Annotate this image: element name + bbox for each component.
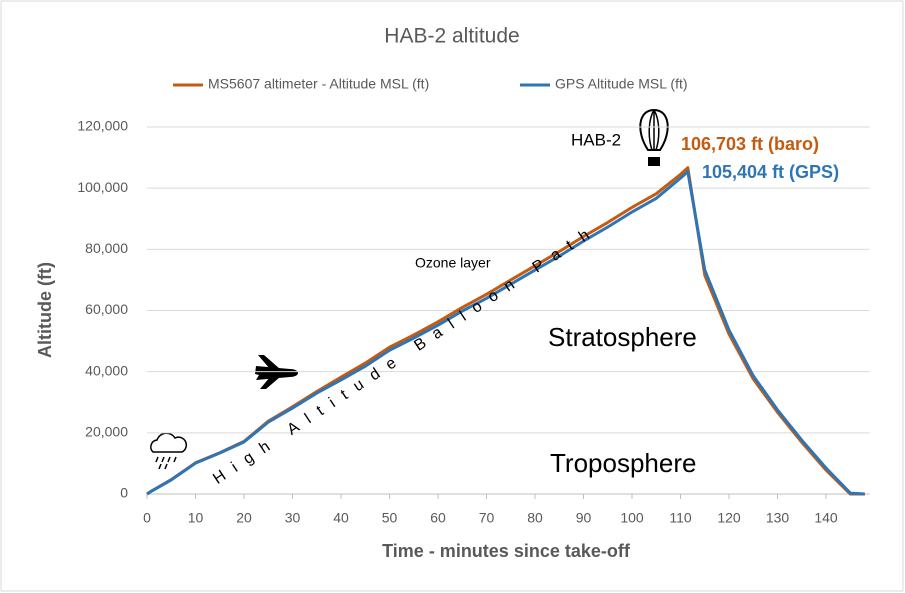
series-line — [146, 170, 865, 496]
y-tick-label: 80,000 — [85, 240, 128, 256]
x-tick-label: 130 — [766, 510, 790, 526]
x-tick-label: 40 — [333, 510, 349, 526]
x-axis-label: Time - minutes since take-off — [382, 541, 631, 561]
x-tick-label: 80 — [527, 510, 543, 526]
annotation: HAB-2 — [571, 130, 621, 149]
annotation: Ozone layer — [415, 255, 491, 271]
y-axis-label: Altitude (ft) — [35, 262, 55, 358]
annotation: 105,404 ft (GPS) — [702, 162, 839, 182]
annotation: Stratosphere — [548, 322, 697, 352]
x-tick-label: 30 — [285, 510, 301, 526]
x-tick-label: 60 — [430, 510, 446, 526]
x-tick-label: 140 — [814, 510, 838, 526]
plane-icon — [255, 355, 298, 389]
chart-title: HAB-2 altitude — [384, 25, 519, 48]
y-tick-label: 60,000 — [85, 301, 128, 317]
x-tick-label: 10 — [188, 510, 204, 526]
x-tick-label: 50 — [382, 510, 398, 526]
x-tick-label: 20 — [236, 510, 252, 526]
x-tick-label: 70 — [479, 510, 495, 526]
legend-label: GPS Altitude MSL (ft) — [555, 76, 688, 92]
cloud-icon — [150, 432, 188, 470]
x-tick-label: 100 — [620, 510, 644, 526]
y-tick-label: 20,000 — [85, 424, 128, 440]
balloon-icon — [639, 108, 669, 166]
legend-label: MS5607 altimeter - Altitude MSL (ft) — [208, 76, 429, 92]
y-tick-label: 0 — [120, 485, 128, 501]
y-tick-label: 100,000 — [77, 179, 128, 195]
x-tick-label: 90 — [576, 510, 592, 526]
x-tick-label: 0 — [143, 510, 151, 526]
x-tick-label: 120 — [717, 510, 741, 526]
y-tick-label: 120,000 — [77, 118, 128, 134]
y-tick-label: 40,000 — [85, 362, 128, 378]
x-tick-label: 110 — [669, 510, 692, 526]
annotation: 106,703 ft (baro) — [681, 134, 819, 154]
annotation: Troposphere — [550, 448, 696, 478]
